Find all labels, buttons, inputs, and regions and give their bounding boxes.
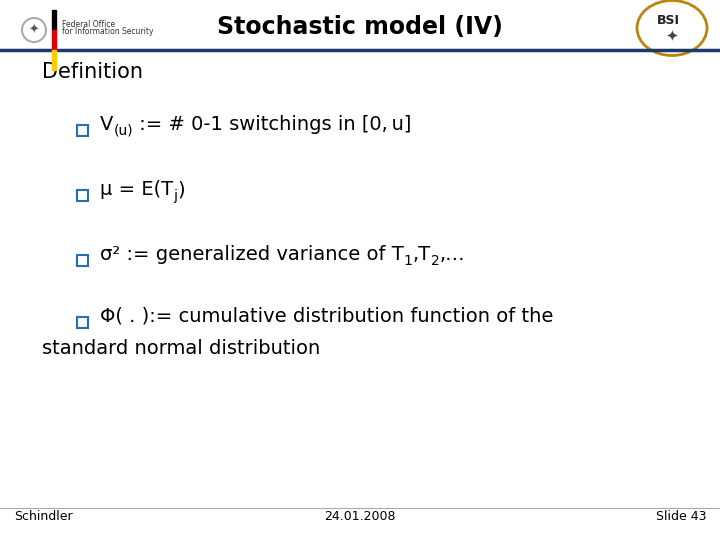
FancyBboxPatch shape <box>76 125 88 136</box>
Text: Definition: Definition <box>42 62 143 82</box>
FancyBboxPatch shape <box>76 254 88 266</box>
Text: ,T: ,T <box>413 245 431 264</box>
Text: Federal Office: Federal Office <box>62 20 115 29</box>
Text: 2: 2 <box>431 254 439 268</box>
Text: j: j <box>173 189 177 203</box>
Bar <box>52 50 56 70</box>
Text: μ = E(T: μ = E(T <box>100 180 173 199</box>
Text: σ² := generalized variance of T: σ² := generalized variance of T <box>100 245 404 264</box>
Text: Φ( . ):= cumulative distribution function of the: Φ( . ):= cumulative distribution functio… <box>100 307 554 326</box>
Text: ,…: ,… <box>439 245 465 264</box>
Text: Slide 43: Slide 43 <box>655 510 706 523</box>
Bar <box>52 10 56 30</box>
Text: ✦: ✦ <box>29 24 40 37</box>
Text: for Information Security: for Information Security <box>62 27 153 36</box>
Text: BSI: BSI <box>657 14 680 26</box>
Text: V: V <box>100 115 113 134</box>
Text: Stochastic model (IV): Stochastic model (IV) <box>217 15 503 39</box>
Text: standard normal distribution: standard normal distribution <box>42 339 320 358</box>
FancyBboxPatch shape <box>76 316 88 327</box>
Text: Schindler: Schindler <box>14 510 73 523</box>
Bar <box>52 30 56 50</box>
FancyBboxPatch shape <box>76 190 88 200</box>
Text: := # 0-1 switchings in [0, u]: := # 0-1 switchings in [0, u] <box>133 115 411 134</box>
Text: 24.01.2008: 24.01.2008 <box>324 510 396 523</box>
Text: ✦: ✦ <box>665 29 678 44</box>
Text: (u): (u) <box>113 124 133 138</box>
Text: ): ) <box>177 180 185 199</box>
Text: 1: 1 <box>404 254 413 268</box>
